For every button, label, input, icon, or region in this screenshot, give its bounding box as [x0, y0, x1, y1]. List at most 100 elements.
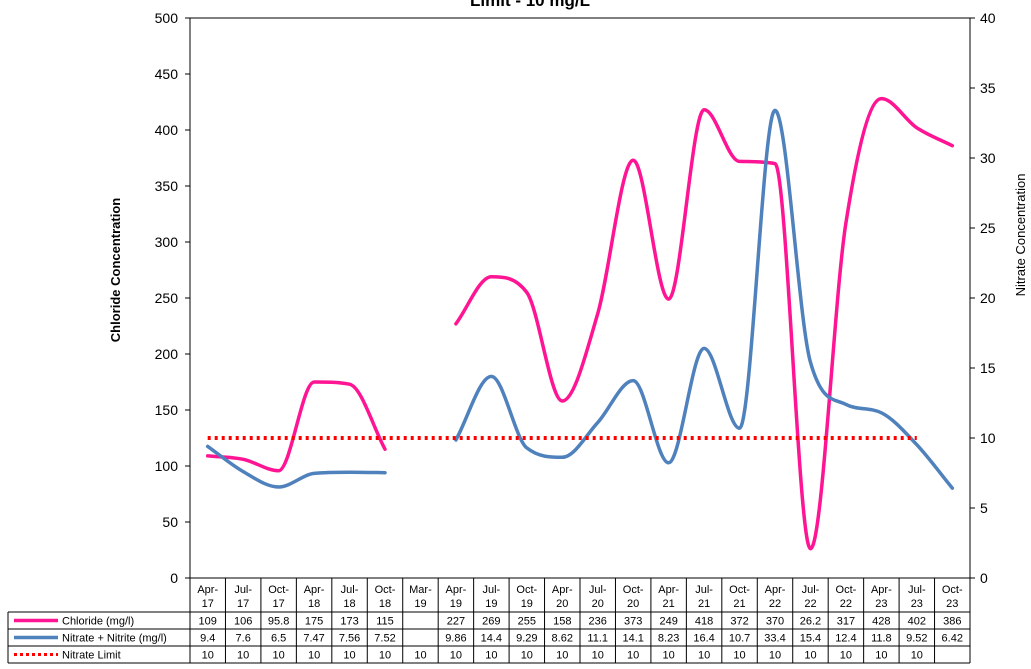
- x-tick-label: 22: [769, 598, 781, 610]
- x-tick-label: 20: [592, 598, 604, 610]
- x-tick-label: Oct-: [623, 584, 644, 596]
- x-tick-label: Apr-: [304, 584, 325, 596]
- table-cell: 26.2: [800, 616, 821, 628]
- series-line-chloride-mg-l: [205, 380, 387, 473]
- x-tick-label: Jul-: [908, 584, 926, 596]
- x-tick-label: Apr-: [446, 584, 467, 596]
- table-cell: 7.52: [374, 633, 395, 645]
- x-tick-label: Apr-: [552, 584, 573, 596]
- y-right-tick-label: 35: [980, 80, 996, 96]
- series-lines: [205, 96, 955, 551]
- table-cell: 227: [447, 616, 465, 628]
- x-tick-label: 17: [202, 598, 214, 610]
- y-left-tick-label: 200: [155, 346, 179, 362]
- table-cell: 10: [273, 650, 285, 662]
- table-cell: 14.1: [622, 633, 643, 645]
- x-tick-label: Jul-: [341, 584, 359, 596]
- x-tick-label: 21: [733, 598, 745, 610]
- table-cell: 15.4: [800, 633, 821, 645]
- table-cell: 115: [376, 616, 394, 628]
- y-left-tick-label: 250: [155, 290, 179, 306]
- y-left-tick-label: 400: [155, 122, 179, 138]
- table-cell: 8.23: [658, 633, 679, 645]
- table-cell: 236: [589, 616, 607, 628]
- table-cell: 10: [450, 650, 462, 662]
- table-cell: 12.4: [835, 633, 856, 645]
- table-cell: 33.4: [764, 633, 785, 645]
- table-cell: 317: [837, 616, 855, 628]
- x-tick-label: Apr-: [871, 584, 892, 596]
- table-cell: 9.52: [906, 633, 927, 645]
- x-tick-label: Jul-: [234, 584, 252, 596]
- table-cell: 16.4: [693, 633, 714, 645]
- table-cell: 173: [340, 616, 358, 628]
- table-cell: 9.29: [516, 633, 537, 645]
- table-cell: 402: [908, 616, 926, 628]
- x-tick-label: Oct-: [375, 584, 396, 596]
- table-cell: 418: [695, 616, 713, 628]
- y-left-tick-label: 300: [155, 234, 179, 250]
- table-cell: 6.5: [271, 633, 286, 645]
- table-cell: 158: [553, 616, 571, 628]
- y-right-tick-label: 20: [980, 290, 996, 306]
- legend-label: Chloride (mg/l): [62, 616, 134, 628]
- x-tick-label: Jul-: [589, 584, 607, 596]
- table-cell: 10: [663, 650, 675, 662]
- y-left-tick-label: 0: [170, 570, 178, 586]
- y-right-tick-label: 15: [980, 360, 996, 376]
- table-cell: 370: [766, 616, 784, 628]
- plot-frame: [189, 17, 971, 579]
- series-line-chloride-mg-l: [454, 96, 955, 551]
- x-tick-label: Mar-: [409, 584, 432, 596]
- x-tick-label: 20: [627, 598, 639, 610]
- table-cell: 10: [379, 650, 391, 662]
- x-tick-label: 23: [875, 598, 887, 610]
- y-left-tick-label: 350: [155, 178, 179, 194]
- x-tick-label: Oct-: [516, 584, 537, 596]
- x-tick-label: Apr-: [658, 584, 679, 596]
- x-tick-label: 17: [273, 598, 285, 610]
- table-cell: 6.42: [942, 633, 963, 645]
- x-tick-label: 18: [379, 598, 391, 610]
- x-tick-label: Jul-: [802, 584, 820, 596]
- table-cell: 10: [769, 650, 781, 662]
- table-cell: 269: [482, 616, 500, 628]
- y-left-tick-label: 150: [155, 402, 179, 418]
- table-cell: 10: [556, 650, 568, 662]
- table-cell: 175: [305, 616, 323, 628]
- table-cell: 10: [237, 650, 249, 662]
- x-tick-label: Oct-: [942, 584, 963, 596]
- table-cell: 373: [624, 616, 642, 628]
- x-tick-label: 18: [308, 598, 320, 610]
- table-cell: 10.7: [729, 633, 750, 645]
- table-cell: 10: [840, 650, 852, 662]
- y-left-tick-label: 100: [155, 458, 179, 474]
- y-right-tick-label: 0: [980, 570, 988, 586]
- chart-title: Limit - 10 mg/L: [470, 0, 590, 10]
- table-cell: 109: [199, 616, 217, 628]
- legend-label: Nitrate Limit: [62, 650, 121, 662]
- table-cell: 10: [202, 650, 214, 662]
- x-tick-label: Oct-: [729, 584, 750, 596]
- x-tick-label: 18: [343, 598, 355, 610]
- x-tick-label: 22: [840, 598, 852, 610]
- table-cell: 10: [698, 650, 710, 662]
- x-tick-label: 19: [485, 598, 497, 610]
- y-left-tick-label: 500: [155, 10, 179, 26]
- table-cell: 10: [343, 650, 355, 662]
- x-tick-label: 19: [414, 598, 426, 610]
- y-right-tick-label: 40: [980, 10, 996, 26]
- x-tick-label: 21: [663, 598, 675, 610]
- table-cell: 255: [518, 616, 536, 628]
- table-cell: 7.56: [339, 633, 360, 645]
- table-cell: 10: [733, 650, 745, 662]
- table-cell: 11.8: [871, 633, 892, 645]
- table-cell: 95.8: [268, 616, 289, 628]
- legend-label: Nitrate + Nitrite (mg/l): [62, 633, 167, 645]
- x-tick-label: 22: [804, 598, 816, 610]
- y-axis-right-title: Nitrate Concentration: [1013, 174, 1028, 297]
- y-axis-right: 0 5 10 15 20 25 30 35 40: [970, 10, 996, 586]
- table-cell: 372: [730, 616, 748, 628]
- x-tick-label: 19: [521, 598, 533, 610]
